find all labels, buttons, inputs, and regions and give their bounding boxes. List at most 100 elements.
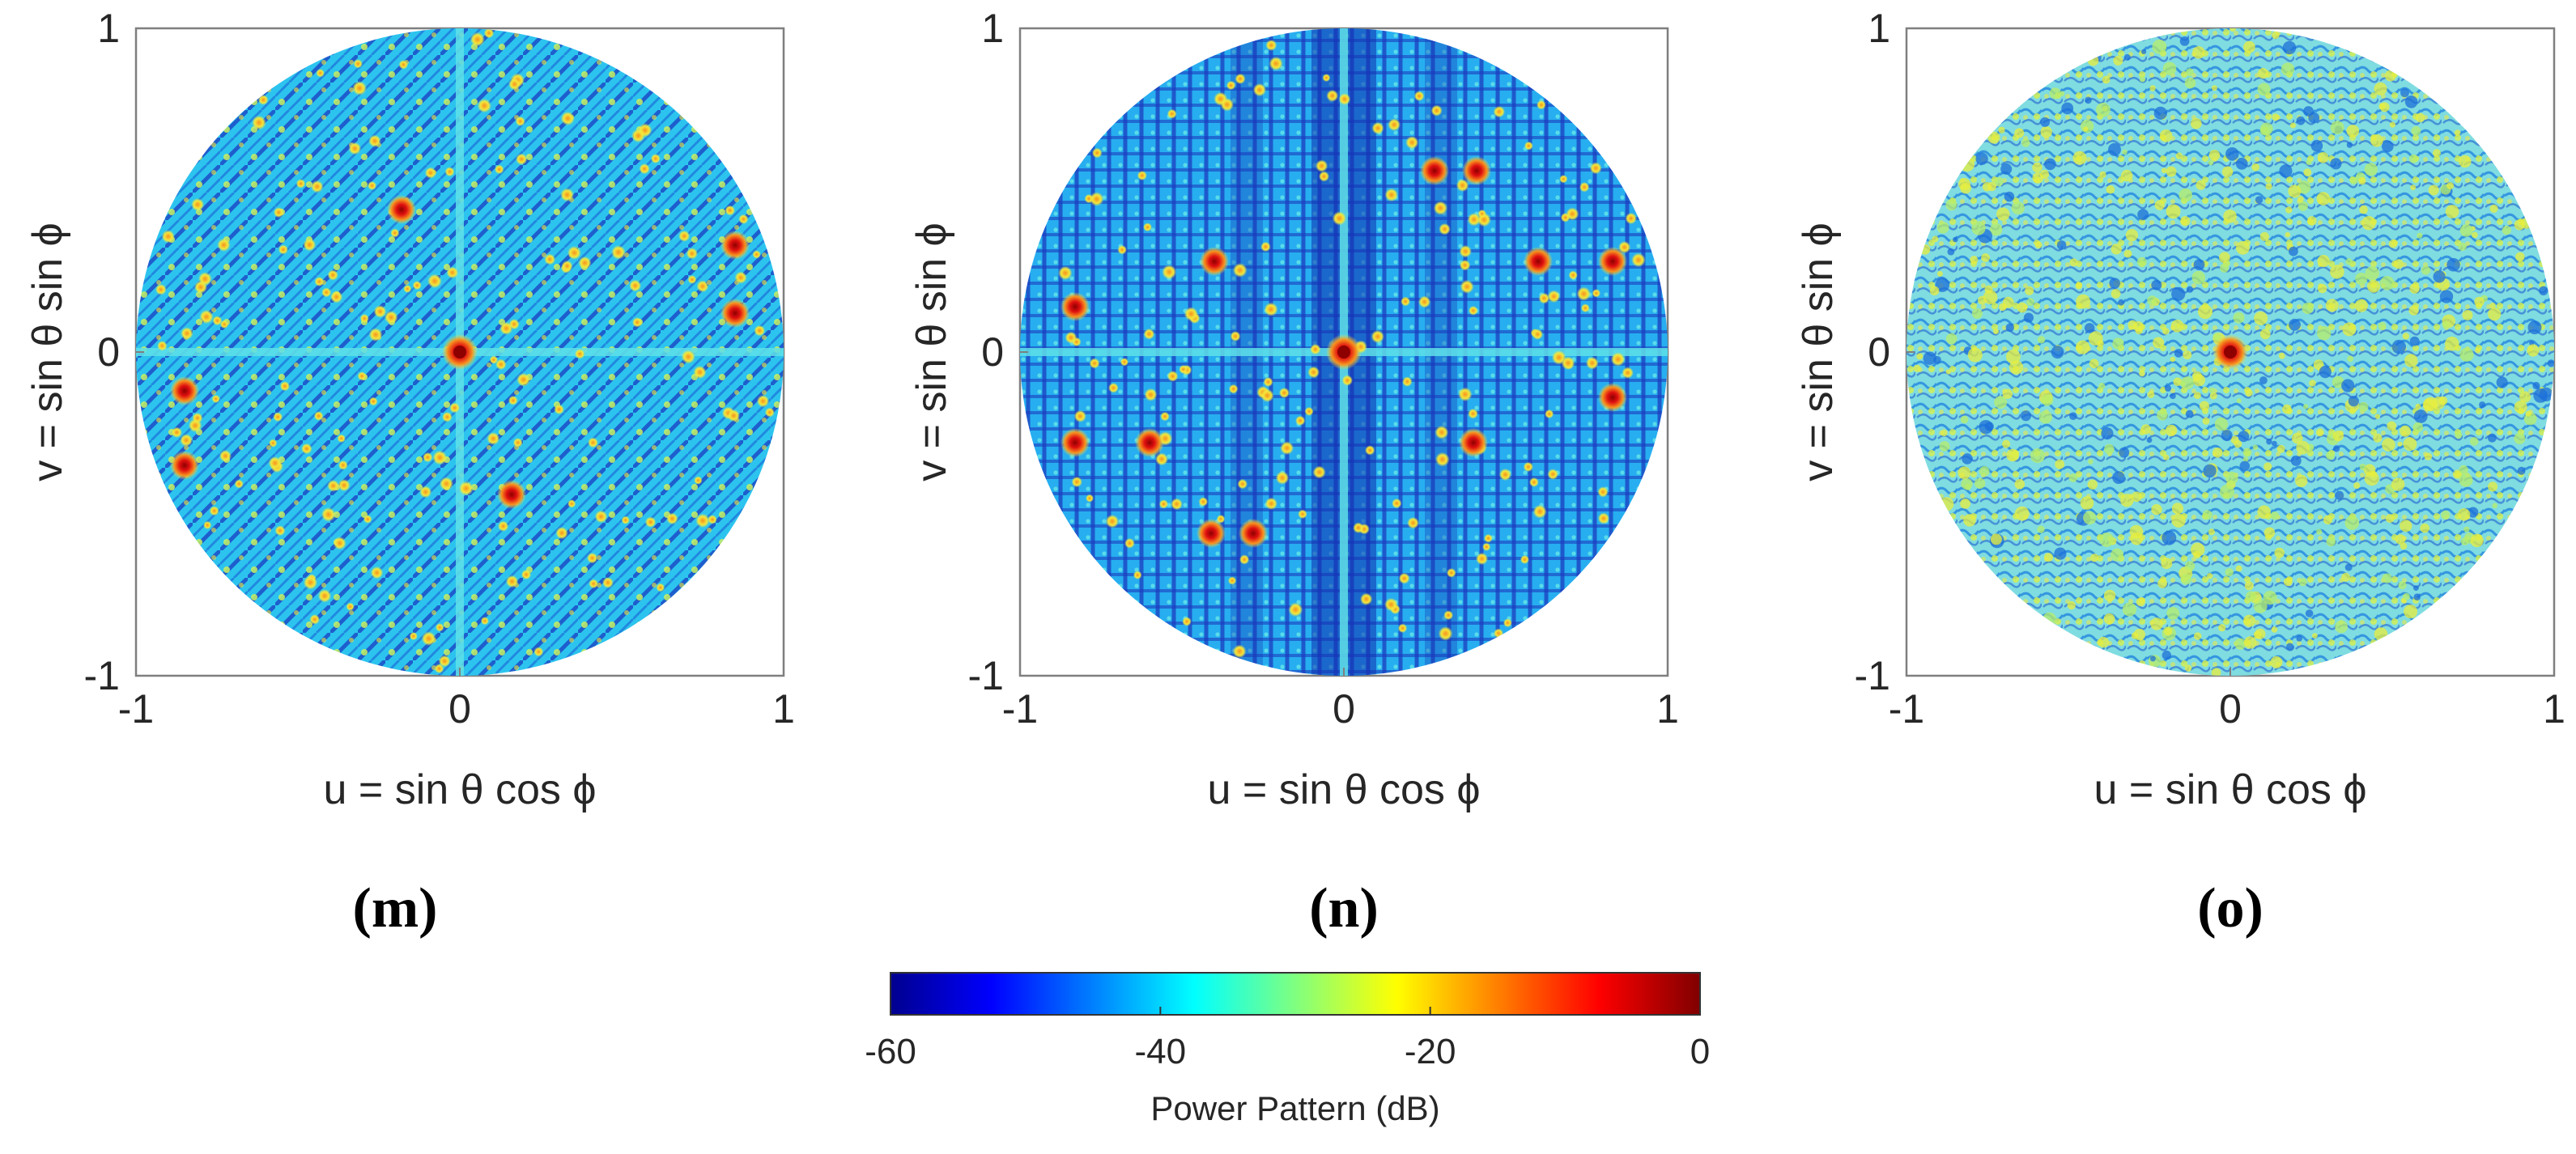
sidelobe-speckle <box>589 579 598 589</box>
sidelobe-speckle <box>1566 207 1579 221</box>
sidelobe-speckle <box>348 142 362 155</box>
sidelobe-speckle <box>1580 303 1590 313</box>
sidelobe-speckle <box>2037 336 2046 344</box>
sidelobe-speckle <box>1939 441 1950 452</box>
sidelobe-speckle <box>708 515 717 524</box>
sidelobe-speckle <box>2492 503 2497 509</box>
sidelobe-speckle <box>2428 185 2439 196</box>
sidelobe-speckle <box>2298 578 2307 587</box>
sidelobe-speckle <box>2004 191 2015 202</box>
sidelobe-speckle <box>544 253 556 265</box>
sidelobe-speckle <box>1237 478 1248 490</box>
sidelobe-speckle <box>1332 211 1347 226</box>
sidelobe-speckle <box>533 647 544 657</box>
sidelobe-speckle <box>1398 572 1410 584</box>
sidelobe-speckle <box>2136 597 2145 607</box>
sidelobe-speckle <box>1265 39 1277 51</box>
sidelobe-speckle <box>1622 367 1634 380</box>
sidelobe-speckle <box>2496 376 2508 388</box>
sidelobe-speckle <box>2539 286 2548 295</box>
sidelobe-speckle <box>1433 201 1448 215</box>
x-tick-label: 1 <box>2543 686 2565 732</box>
sidelobe-speckle <box>1171 498 1183 511</box>
sidelobe-speckle <box>2319 366 2332 379</box>
y-tick-label: -1 <box>968 653 1004 698</box>
sidelobe-speckle <box>2171 503 2183 515</box>
sidelobe-speckle <box>497 520 509 532</box>
sidelobe-speckle <box>2179 36 2190 46</box>
sidelobe-speckle <box>2068 473 2078 482</box>
sidelobe-speckle <box>2164 627 2173 636</box>
sidelobe-speckle <box>1994 176 2004 187</box>
sidelobe-speckle <box>2175 152 2183 159</box>
sidelobe-speckle <box>1304 406 1314 416</box>
sidelobe-speckle <box>2039 169 2050 179</box>
sidelobe-speckle <box>2202 510 2213 520</box>
sidelobe-speckle <box>409 632 418 641</box>
sidelobe-speckle <box>1322 74 1331 83</box>
sidelobe-speckle <box>2514 432 2526 444</box>
sidelobe-speckle <box>1371 121 1384 134</box>
sidelobe-speckle <box>2316 528 2323 535</box>
sidelobe-speckle <box>2475 347 2481 354</box>
sidelobe-speckle <box>1089 192 1104 206</box>
sidelobe-speckle <box>2194 632 2202 640</box>
sidelobe-speckle <box>257 95 269 105</box>
sidelobe-speckle <box>2404 95 2418 108</box>
sidelobe-speckle <box>337 434 346 443</box>
sidelobe-speckle <box>442 411 453 422</box>
sidelobe-speckle <box>2397 441 2403 447</box>
sidelobe-speckle <box>2214 417 2228 431</box>
grating-lobe <box>1462 156 1491 185</box>
colorbar-tick-label: 0 <box>1690 1032 1710 1071</box>
sidelobe-speckle <box>1545 409 1554 419</box>
panel-label: (n) <box>1309 877 1379 940</box>
sidelobe-speckle <box>2442 321 2450 329</box>
sidelobe-speckle <box>2161 558 2173 570</box>
sidelobe-speckle <box>311 180 324 193</box>
sidelobe-speckle <box>2150 617 2163 630</box>
sidelobe-speckle <box>2532 381 2540 390</box>
sidelobe-speckle <box>2446 182 2455 189</box>
sidelobe-speckle <box>2084 323 2095 333</box>
x-tick-label: 0 <box>2219 686 2242 732</box>
sidelobe-speckle <box>2026 298 2035 307</box>
sidelobe-speckle <box>1239 554 1250 565</box>
sidelobe-speckle <box>2445 336 2459 351</box>
sidelobe-speckle <box>1975 152 1988 165</box>
sidelobe-speckle <box>338 460 348 470</box>
sidelobe-speckle <box>2400 425 2411 437</box>
sidelobe-speckle <box>2157 579 2168 588</box>
sidelobe-speckle <box>1280 441 1294 456</box>
sidelobe-speckle <box>2489 204 2498 213</box>
sidelobe-speckle <box>554 404 564 415</box>
sidelobe-speckle <box>1235 73 1246 84</box>
sidelobe-speckle <box>2061 102 2074 115</box>
sidelobe-speckle <box>2014 506 2030 521</box>
sidelobe-speckle <box>1923 351 1936 365</box>
sidelobe-speckle <box>2171 286 2186 301</box>
sidelobe-speckle <box>2076 340 2090 354</box>
sidelobe-speckle <box>2044 553 2053 562</box>
sidelobe-speckle <box>2385 514 2395 523</box>
sidelobe-speckle <box>1503 618 1512 628</box>
sidelobe-speckle <box>1589 162 1602 175</box>
sidelobe-speckle <box>508 395 518 405</box>
sidelobe-speckle <box>1945 199 1958 211</box>
sidelobe-speckle <box>1568 270 1578 280</box>
sidelobe-speckle <box>1468 305 1478 316</box>
sidelobe-speckle <box>2080 496 2094 510</box>
sidelobe-speckle <box>2120 494 2134 507</box>
sidelobe-speckle <box>2284 577 2293 587</box>
sidelobe-speckle <box>1117 244 1127 255</box>
sidelobe-speckle <box>1392 498 1402 509</box>
sidelobe-speckle <box>1561 356 1575 371</box>
colorbar-gradient <box>890 972 1701 1016</box>
sidelobe-speckle <box>2271 626 2278 633</box>
sidelobe-speckle <box>1397 623 1408 634</box>
sidelobe-speckle <box>2317 283 2327 294</box>
sidelobe-speckle <box>2198 304 2213 320</box>
sidelobe-speckle <box>727 409 740 422</box>
sidelobe-speckle <box>2236 398 2242 404</box>
sidelobe-speckle <box>171 426 182 438</box>
